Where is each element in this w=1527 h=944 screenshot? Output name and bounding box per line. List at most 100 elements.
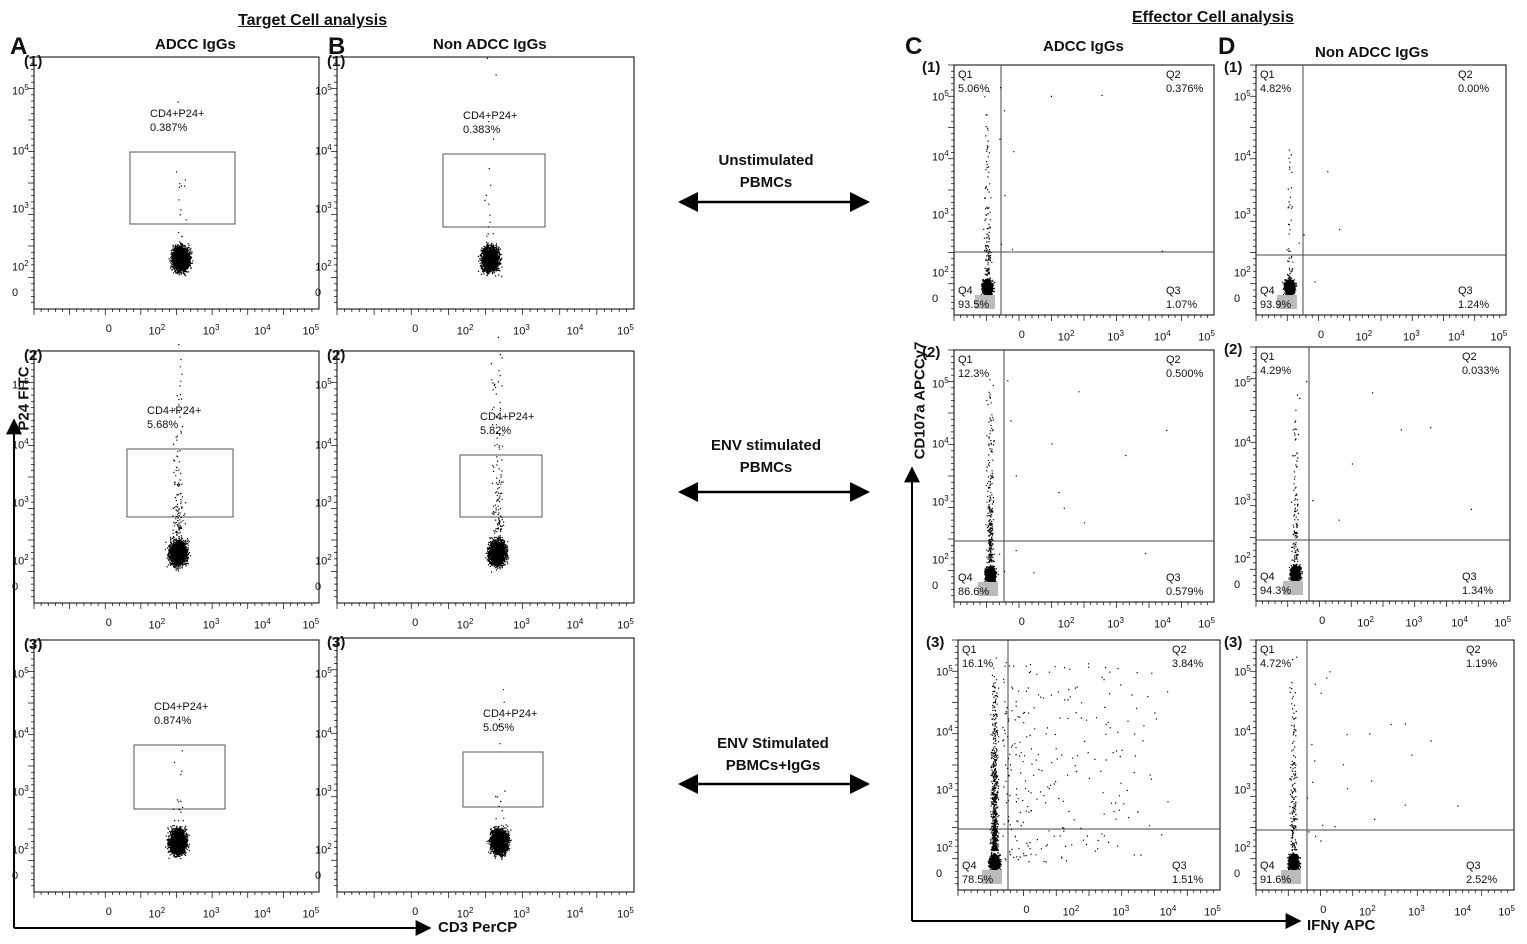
tick-base: 10 — [1057, 331, 1071, 344]
plot-a-3-xtick: 104 — [254, 906, 271, 921]
tick-base: 10 — [936, 726, 949, 739]
plot-c-3-ytick: 104 — [936, 724, 953, 739]
plot-b-2-events — [485, 336, 510, 573]
tick-base: 10 — [1198, 331, 1211, 344]
plot-d-3-ytick: 104 — [1234, 724, 1251, 739]
plot-d-2-frame — [1255, 346, 1511, 602]
plot-b-3-ytick: 104 — [315, 726, 332, 741]
plot-d-2-ytick: 105 — [1234, 375, 1251, 390]
tick-base: 0 — [315, 581, 322, 593]
plot-b-2-ytick: 0 — [315, 581, 321, 593]
plot-d-1-ytick: 105 — [1234, 89, 1251, 104]
tick-base: 0 — [1234, 293, 1241, 305]
plot-d-3-xtick: 102 — [1359, 904, 1376, 919]
plot-d-1-q1-name: Q1 — [1260, 69, 1275, 81]
tick-exp: 4 — [24, 143, 29, 152]
tick-exp: 2 — [24, 553, 29, 562]
plot-c-3-bottom-density — [982, 870, 1002, 884]
tick-base: 10 — [1498, 906, 1511, 919]
plot-c-3-ytick: 102 — [936, 840, 953, 855]
tick-base: 10 — [936, 842, 949, 855]
tick-base: 10 — [12, 379, 25, 392]
tick-exp: 3 — [1420, 904, 1425, 913]
tick-exp: 3 — [214, 323, 220, 332]
plot-d-3-ytick: 0 — [1234, 868, 1240, 880]
tick-base: 10 — [456, 619, 469, 632]
plot-b-1-ytick: 103 — [315, 201, 332, 216]
tick-exp: 3 — [525, 323, 530, 332]
tick-base: 0 — [1234, 868, 1241, 880]
tick-base: 10 — [12, 85, 25, 98]
plot-c-3-xtick: 103 — [1112, 904, 1129, 919]
plot-a-3-xtick: 103 — [203, 906, 220, 921]
plot-d-3-q2-name: Q2 — [1466, 644, 1481, 656]
tick-base: 10 — [617, 325, 630, 338]
tick-base: 10 — [1234, 495, 1247, 508]
tick-base: 10 — [315, 786, 328, 799]
plot-a-1-gate-percent: 0.387% — [150, 122, 188, 134]
plot-d-2-q3-name: Q3 — [1462, 571, 1477, 583]
plot-c-3-q4-name: Q4 — [962, 860, 977, 872]
tick-exp: 4 — [944, 436, 949, 445]
plot-b-2-xtick: 103 — [513, 617, 530, 632]
plot-a-1-xtick: 0 — [106, 323, 112, 335]
plot-d-1-bottom-density — [1277, 295, 1297, 309]
tick-base: 10 — [1407, 906, 1421, 919]
tick-base: 10 — [1107, 331, 1120, 344]
plot-d-1-q4-value: 93.9% — [1260, 299, 1292, 311]
plot-b-3-events — [486, 689, 512, 860]
plot-d-2-ytick: 102 — [1234, 551, 1251, 566]
condition-env-stimulated-iggs: ENV Stimulated PBMCs+IgGs — [663, 733, 883, 777]
plot-a-2-events — [164, 344, 192, 572]
tick-base: 10 — [1112, 906, 1125, 919]
plot-c-1-xtick: 103 — [1107, 329, 1124, 344]
tick-base: 10 — [254, 325, 267, 338]
plot-d-2-xtick: 104 — [1451, 615, 1468, 630]
tick-base: 10 — [932, 209, 945, 222]
plot-a-2-ytick: 103 — [12, 495, 29, 510]
plot-c-2-q3-value: 0.579% — [1166, 586, 1204, 598]
condition-unstimulated: Unstimulated PBMCs — [656, 150, 876, 194]
tick-base: 10 — [932, 378, 945, 391]
row-label: (1) — [922, 59, 941, 76]
plot-c-1-q1-value: 5.06% — [958, 83, 990, 95]
column-title-a: ADCC IgGs — [155, 36, 236, 53]
condition-line2: PBMCs+IgGs — [725, 757, 821, 774]
tick-base: 0 — [932, 293, 939, 305]
tick-exp: 5 — [314, 906, 320, 915]
plot-b-2-gate-percent: 5.82% — [480, 425, 512, 437]
tick-exp: 3 — [1417, 615, 1423, 624]
tick-base: 10 — [1234, 209, 1247, 222]
plot-b-2-gate — [459, 454, 543, 518]
plot-d-1-xtick: 102 — [1356, 329, 1373, 344]
plot-c-1-xtick: 0 — [1019, 329, 1025, 341]
plot-a-3-ytick: 103 — [12, 784, 29, 799]
plot-d-1-q3-value: 1.24% — [1458, 299, 1490, 311]
tick-base: 10 — [12, 497, 25, 510]
tick-base: 10 — [254, 908, 267, 921]
plot-c-2-ytick: 104 — [932, 436, 949, 451]
tick-base: 10 — [617, 908, 630, 921]
tick-exp: 4 — [1166, 616, 1171, 625]
plot-a-2-xtick: 0 — [106, 617, 112, 629]
plot-c-3-xtick: 0 — [1023, 904, 1029, 916]
tick-exp: 2 — [944, 552, 949, 561]
tick-base: 10 — [1234, 151, 1247, 164]
plot-a-1-frame — [33, 56, 320, 310]
plot-b-1-xtick: 0 — [412, 323, 418, 335]
plot-c-1-xtick: 102 — [1058, 329, 1075, 344]
tick-base: 10 — [1234, 91, 1247, 104]
tick-base: 10 — [617, 619, 630, 632]
tick-exp: 5 — [944, 89, 949, 98]
tick-base: 10 — [12, 203, 25, 216]
tick-exp: 4 — [24, 726, 29, 735]
tick-exp: 4 — [1246, 435, 1251, 444]
plot-a-3-gate-percent: 0.874% — [154, 715, 192, 727]
tick-base: 10 — [148, 619, 161, 632]
plot-c-2-xtick: 102 — [1058, 616, 1075, 631]
tick-base: 10 — [566, 619, 579, 632]
plot-d-2-q4-value: 94.3% — [1260, 585, 1292, 597]
tick-base: 0 — [936, 868, 943, 880]
tick-exp: 4 — [24, 437, 29, 446]
tick-base: 10 — [936, 784, 949, 797]
